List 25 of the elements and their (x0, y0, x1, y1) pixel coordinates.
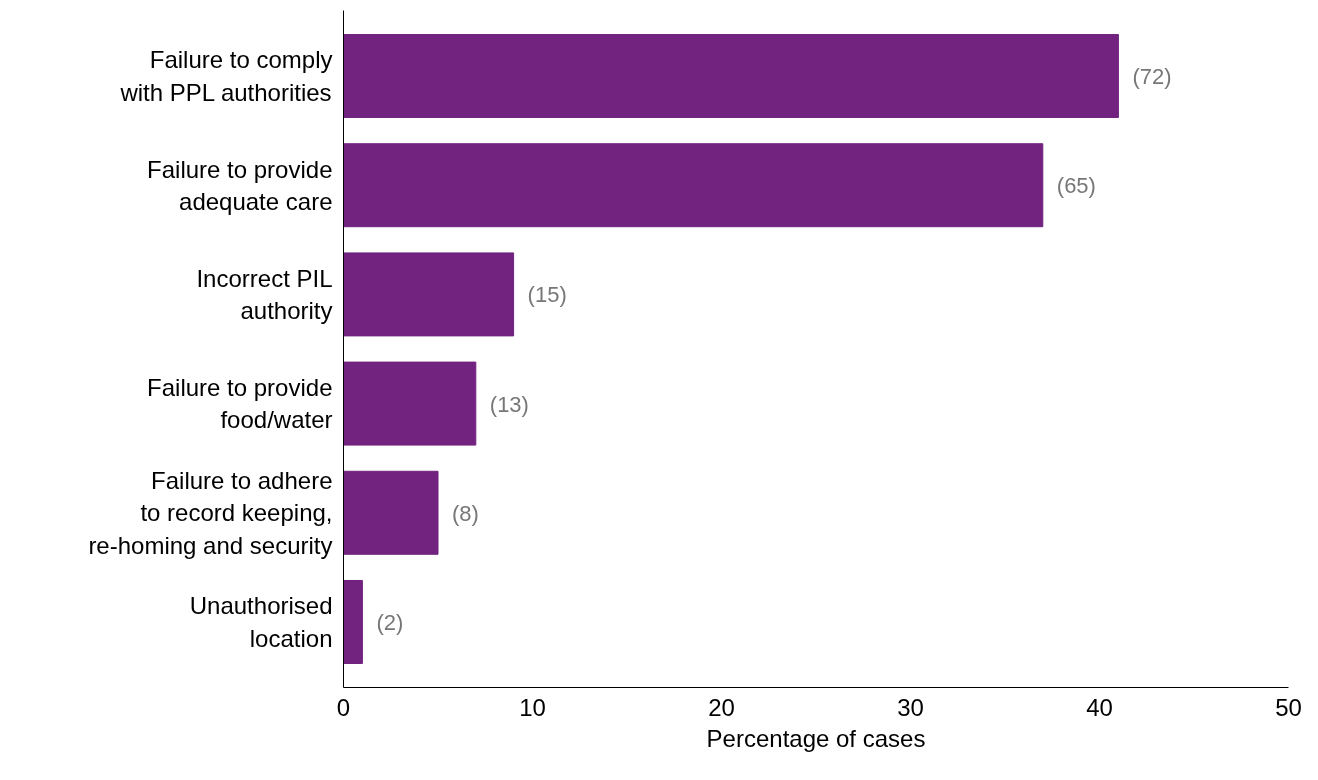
bar (343, 361, 477, 446)
x-tick-label: 0 (336, 693, 351, 721)
x-tick-label: 50 (1275, 693, 1302, 721)
y-tick-label: Unauthorised location (189, 592, 333, 652)
x-tick-label: 20 (708, 693, 735, 721)
annotation: (2) (376, 609, 404, 635)
y-tick-label: Failure to provide adequate care (147, 155, 333, 215)
annotation: (15) (527, 282, 567, 308)
annotation: (65) (1056, 173, 1096, 199)
x-tick-label: 40 (1086, 693, 1113, 721)
annotation: (13) (489, 391, 529, 417)
x-tick-label: 30 (897, 693, 924, 721)
x-tick-label: 10 (519, 693, 546, 721)
y-tick-label: Failure to adhere to record keeping, re-homing and security (88, 466, 333, 559)
y-tick-label: Incorrect PIL authority (196, 264, 333, 325)
annotation: (72) (1132, 64, 1172, 90)
bar (343, 143, 1044, 228)
y-tick-label: Failure to comply with PPL authorities (119, 46, 333, 106)
bar (343, 34, 1119, 119)
annotation: (8) (452, 500, 479, 526)
bar (343, 579, 363, 664)
bar (343, 470, 439, 555)
bar (343, 252, 515, 337)
x-axis-title: Percentage of cases (706, 724, 926, 752)
y-tick-label: Failure to provide food/water (147, 373, 333, 434)
